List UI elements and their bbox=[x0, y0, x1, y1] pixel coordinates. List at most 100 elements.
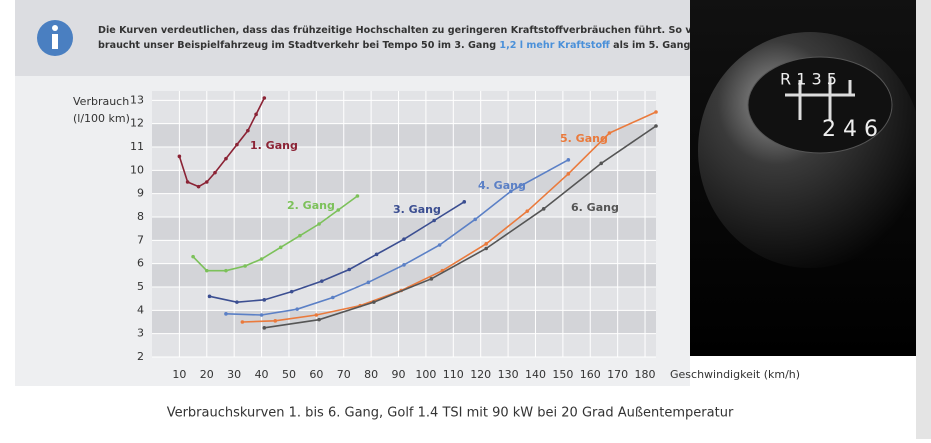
data-point bbox=[259, 257, 264, 261]
x-tick-label: 80 bbox=[364, 368, 378, 381]
data-point bbox=[374, 252, 379, 257]
data-point bbox=[366, 280, 371, 285]
data-point bbox=[298, 233, 302, 238]
data-point bbox=[262, 96, 267, 100]
x-tick-label: 110 bbox=[443, 368, 464, 381]
knob-label: 2 4 6 bbox=[822, 117, 878, 142]
info-icon-bar bbox=[52, 34, 58, 49]
y-tick-label: 6 bbox=[137, 257, 144, 270]
data-point bbox=[566, 172, 571, 176]
data-point bbox=[235, 142, 239, 147]
data-point bbox=[599, 161, 604, 166]
series-line bbox=[178, 97, 266, 188]
data-point bbox=[317, 317, 321, 322]
data-point bbox=[295, 307, 299, 311]
data-point bbox=[336, 208, 341, 212]
data-point bbox=[191, 254, 195, 259]
info-icon-dot bbox=[52, 25, 58, 31]
data-point bbox=[314, 313, 319, 317]
series-label: 4. Gang bbox=[478, 179, 526, 192]
y-tick-label: 2 bbox=[137, 350, 144, 363]
data-point bbox=[317, 222, 321, 226]
data-point bbox=[224, 268, 228, 273]
data-point bbox=[207, 294, 212, 299]
data-point bbox=[432, 218, 436, 223]
x-tick-label: 70 bbox=[337, 368, 351, 381]
data-point bbox=[240, 320, 245, 324]
x-tick-label: 20 bbox=[200, 368, 214, 381]
data-point bbox=[566, 158, 571, 162]
series-label: 3. Gang bbox=[393, 203, 441, 216]
x-tick-label: 180 bbox=[635, 368, 656, 381]
x-tick-label: 60 bbox=[309, 368, 323, 381]
info-text: als im 5. Gang. bbox=[610, 40, 694, 51]
caption: Verbrauchskurven 1. bis 6. Gang, Golf 1.… bbox=[167, 406, 734, 421]
series-label: 1. Gang bbox=[250, 139, 298, 152]
data-point bbox=[259, 313, 264, 317]
data-point bbox=[204, 180, 209, 184]
data-point bbox=[196, 184, 201, 189]
data-point bbox=[330, 295, 335, 300]
series-line bbox=[192, 195, 358, 272]
info-line: Die Kurven verdeutlichen, dass das frühz… bbox=[98, 25, 707, 36]
series-line bbox=[209, 201, 465, 303]
band bbox=[152, 123, 656, 147]
data-point bbox=[607, 131, 612, 135]
data-point bbox=[437, 243, 442, 247]
x-tick-label: 160 bbox=[580, 368, 601, 381]
data-point bbox=[254, 112, 258, 117]
band bbox=[152, 170, 656, 194]
data-point bbox=[429, 277, 434, 281]
x-tick-label: 100 bbox=[415, 368, 436, 381]
data-point bbox=[654, 124, 658, 128]
data-point bbox=[177, 154, 182, 159]
knob-top bbox=[747, 56, 893, 154]
info-line: braucht unser Beispielfahrzeug im Stadtv… bbox=[98, 40, 694, 51]
band bbox=[152, 263, 656, 287]
y-tick-label: 3 bbox=[137, 327, 144, 340]
data-point bbox=[224, 312, 228, 316]
y-tick-label: 11 bbox=[130, 140, 144, 153]
scrollbar bbox=[916, 0, 931, 439]
data-point bbox=[402, 263, 406, 267]
data-point bbox=[509, 189, 513, 194]
band bbox=[152, 217, 656, 241]
x-tick-label: 10 bbox=[172, 368, 186, 381]
y-axis-label: (l/100 km) bbox=[73, 112, 130, 125]
data-point bbox=[473, 217, 478, 222]
data-point bbox=[235, 300, 239, 304]
y-tick-label: 4 bbox=[137, 303, 144, 316]
info-box bbox=[15, 0, 690, 76]
series-label: 6. Gang bbox=[571, 201, 619, 214]
data-point bbox=[273, 319, 278, 323]
data-point bbox=[185, 180, 190, 184]
x-tick-label: 30 bbox=[227, 368, 241, 381]
band bbox=[152, 310, 656, 334]
y-tick-label: 5 bbox=[137, 280, 144, 293]
plot: 2 3 4 5 6 7 8 9 10 11 12 13 10 20 30 40 50 60 70 80 90 100 110… bbox=[73, 91, 800, 381]
series-label: 2. Gang bbox=[287, 199, 335, 212]
data-point bbox=[224, 156, 228, 161]
y-axis-label: Verbrauch bbox=[73, 95, 129, 108]
knob-label: R 1 3 5 bbox=[780, 70, 837, 89]
series-line bbox=[264, 125, 657, 329]
data-point bbox=[262, 298, 267, 302]
data-point bbox=[541, 207, 546, 211]
x-tick-label: 150 bbox=[552, 368, 573, 381]
data-point bbox=[289, 289, 294, 294]
info-text: braucht unser Beispielfahrzeug im Stadtv… bbox=[98, 40, 499, 51]
y-tick-label: 10 bbox=[130, 163, 144, 176]
data-point bbox=[320, 279, 324, 283]
data-point bbox=[462, 200, 467, 204]
shift-pattern bbox=[785, 78, 855, 120]
x-tick-label: 40 bbox=[255, 368, 269, 381]
series-line bbox=[225, 159, 569, 316]
data-point bbox=[525, 209, 530, 213]
data-point bbox=[278, 245, 283, 250]
data-point bbox=[355, 194, 360, 198]
data-point bbox=[246, 128, 250, 133]
x-tick-label: 130 bbox=[498, 368, 519, 381]
x-axis-label: Geschwindigkeit (km/h) bbox=[670, 368, 800, 381]
x-tick-label: 50 bbox=[282, 368, 296, 381]
